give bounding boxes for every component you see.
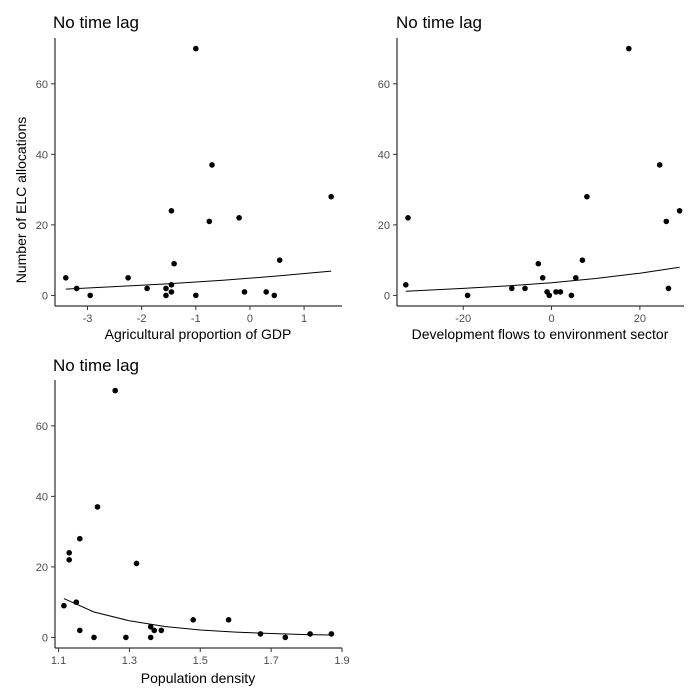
data-point xyxy=(663,218,670,225)
data-point xyxy=(257,631,264,637)
data-point xyxy=(403,282,409,288)
y-tick-label: 40 xyxy=(36,149,48,161)
x-tick-label: 1.3 xyxy=(122,655,137,667)
x-tick-label: 0 xyxy=(548,313,554,325)
data-point xyxy=(209,162,215,168)
y-tick-label: 0 xyxy=(42,632,48,644)
data-point xyxy=(73,285,80,292)
data-point xyxy=(91,634,97,641)
data-point xyxy=(147,634,154,641)
data-point xyxy=(557,289,564,295)
panel-title: No time lag xyxy=(53,13,139,32)
fitted-curve xyxy=(405,266,680,292)
data-point xyxy=(147,624,154,630)
y-tick-label: 20 xyxy=(36,220,48,232)
data-point xyxy=(573,275,579,281)
data-point xyxy=(464,292,471,299)
data-point xyxy=(77,535,83,542)
x-tick-label: 1.5 xyxy=(193,655,208,667)
x-axis-label: Development flows to environment sector xyxy=(412,326,669,342)
data-point xyxy=(546,292,553,299)
y-tick-label: 60 xyxy=(36,421,48,433)
data-point xyxy=(168,289,175,295)
y-tick-label: 40 xyxy=(36,491,48,503)
x-tick-label: 1.1 xyxy=(51,655,66,667)
data-point xyxy=(158,627,165,634)
data-point xyxy=(405,215,411,221)
data-point xyxy=(328,631,335,637)
data-point xyxy=(225,617,232,623)
x-tick-label: 20 xyxy=(634,313,646,325)
y-tick-label: 60 xyxy=(378,79,390,91)
data-point xyxy=(656,162,663,168)
data-point xyxy=(579,257,586,264)
data-point xyxy=(94,504,101,510)
data-point xyxy=(112,387,118,394)
panel-title: No time lag xyxy=(396,13,482,32)
data-point xyxy=(77,627,83,634)
data-point xyxy=(163,285,169,292)
y-axis-label: Number of ELC allocations xyxy=(13,117,29,284)
x-axis-label: Population density xyxy=(141,670,255,686)
data-point xyxy=(190,617,196,623)
data-point xyxy=(66,550,72,556)
x-tick-label: 1.9 xyxy=(334,655,349,667)
data-point xyxy=(584,193,590,200)
data-point xyxy=(73,599,80,605)
data-point xyxy=(509,285,515,292)
data-point xyxy=(328,193,335,200)
y-tick-label: 20 xyxy=(378,220,390,232)
data-point xyxy=(263,289,270,295)
y-tick-label: 0 xyxy=(384,290,390,302)
data-point xyxy=(282,634,289,641)
data-point xyxy=(171,260,177,267)
data-point xyxy=(241,289,248,295)
x-tick-label: -2 xyxy=(137,313,147,325)
data-point xyxy=(307,631,313,637)
y-tick-label: 20 xyxy=(36,562,48,574)
x-tick-label: -3 xyxy=(83,313,93,325)
data-point xyxy=(665,285,672,292)
data-point xyxy=(193,45,199,52)
data-point xyxy=(535,260,542,267)
data-point xyxy=(151,627,157,634)
x-tick-label: 1.7 xyxy=(263,655,278,667)
data-point xyxy=(626,45,632,52)
data-point xyxy=(66,557,72,563)
data-point xyxy=(568,292,575,299)
x-tick-label: 0 xyxy=(247,313,253,325)
x-tick-label: 1 xyxy=(301,313,307,325)
data-point xyxy=(539,275,546,281)
data-point xyxy=(206,218,213,225)
data-point xyxy=(61,602,67,609)
data-point xyxy=(553,289,559,295)
data-point xyxy=(168,282,175,288)
data-point xyxy=(133,560,140,567)
panel-title: No time lag xyxy=(53,356,139,375)
y-tick-label: 60 xyxy=(36,79,48,91)
data-point xyxy=(87,292,93,299)
x-tick-label: -1 xyxy=(191,313,201,325)
y-tick-label: 0 xyxy=(42,290,48,302)
fitted-curve xyxy=(63,598,332,636)
data-point xyxy=(163,292,169,299)
data-point xyxy=(144,285,150,292)
x-tick-label: -20 xyxy=(455,313,471,325)
data-point xyxy=(236,215,242,221)
y-tick-label: 40 xyxy=(378,149,390,161)
data-point xyxy=(193,292,199,299)
data-point xyxy=(123,634,129,641)
data-point xyxy=(276,257,283,264)
data-point xyxy=(522,285,528,292)
data-point xyxy=(271,292,278,299)
data-point xyxy=(63,275,69,281)
fitted-curve xyxy=(65,270,332,290)
data-point xyxy=(125,275,131,281)
data-point xyxy=(676,208,683,214)
x-axis-label: Agricultural proportion of GDP xyxy=(105,326,292,342)
data-point xyxy=(168,208,175,214)
